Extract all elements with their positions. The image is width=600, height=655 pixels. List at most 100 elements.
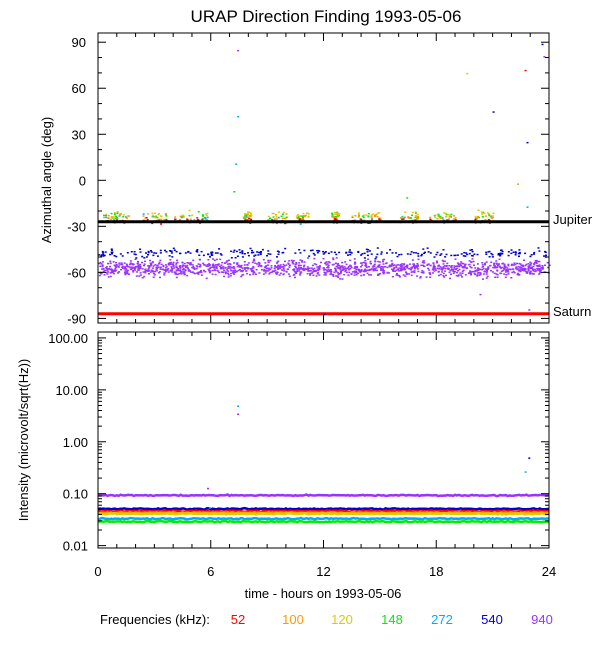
point-540: [514, 254, 517, 256]
point-940: [302, 265, 305, 267]
point-540: [491, 253, 494, 256]
point-940: [213, 259, 216, 261]
point-940: [437, 271, 440, 273]
point-540: [119, 253, 122, 255]
point-940: [447, 268, 450, 270]
point-940: [420, 271, 423, 274]
point-540: [260, 251, 262, 253]
point-100: [179, 215, 182, 218]
point-940: [242, 269, 244, 272]
point-940: [100, 272, 102, 275]
point-940: [105, 272, 108, 274]
point-940: [535, 259, 538, 262]
point-940: [109, 262, 112, 264]
point-272: [105, 214, 107, 217]
point-540: [501, 250, 504, 253]
point-940: [186, 264, 189, 267]
point-940: [258, 262, 261, 265]
point-940: [183, 271, 186, 273]
point-100: [285, 213, 288, 215]
point-940: [400, 269, 403, 272]
point-100: [376, 216, 379, 218]
point-940: [353, 272, 356, 274]
point-940: [295, 266, 297, 269]
point-540: [254, 254, 257, 256]
outlier-point-148: [406, 197, 409, 199]
point-940: [334, 268, 337, 270]
point-100: [110, 216, 113, 218]
point-940: [251, 267, 254, 270]
point-940: [361, 262, 364, 264]
point-940: [151, 261, 154, 263]
point-940: [298, 270, 301, 272]
point-940: [245, 267, 248, 269]
point-940: [243, 264, 246, 266]
outlier-point-148: [233, 191, 236, 193]
point-540: [440, 253, 443, 255]
point-940: [245, 270, 248, 272]
point-940: [121, 263, 124, 266]
point-940: [137, 264, 140, 266]
point-540: [427, 251, 430, 253]
point-940: [479, 272, 482, 274]
point-540: [445, 253, 448, 256]
point-940: [132, 269, 134, 272]
point-540: [170, 252, 173, 254]
point-940: [186, 274, 189, 277]
point-940: [450, 273, 452, 275]
point-940: [159, 266, 162, 268]
point-940: [179, 266, 182, 269]
point-940: [167, 271, 170, 273]
point-540: [251, 249, 253, 252]
point-120: [376, 212, 379, 215]
point-940: [114, 265, 117, 268]
point-940: [327, 268, 330, 271]
point-148: [280, 215, 283, 217]
point-272: [299, 223, 302, 225]
point-940: [353, 267, 356, 269]
point-940: [395, 269, 398, 271]
point-100: [247, 214, 249, 216]
point-940: [367, 258, 370, 260]
point-940: [413, 264, 415, 266]
point-940: [361, 264, 364, 266]
point-272: [370, 219, 373, 221]
point-940: [504, 276, 507, 279]
point-540: [200, 250, 203, 253]
point-940: [473, 272, 476, 275]
point-940: [521, 268, 524, 271]
point-940: [386, 266, 389, 269]
point-540: [464, 255, 467, 257]
point-540: [485, 253, 488, 255]
point-940: [282, 265, 285, 268]
point-940: [403, 269, 406, 271]
point-940: [456, 262, 459, 264]
point-940: [530, 262, 533, 265]
point-120: [158, 212, 160, 215]
point-120: [160, 215, 163, 218]
point-540: [518, 251, 521, 254]
point-940: [216, 264, 218, 266]
point-940: [207, 265, 209, 267]
point-940: [462, 267, 465, 269]
point-940: [118, 266, 121, 268]
point-120: [151, 212, 154, 215]
point-148: [245, 214, 248, 216]
point-940: [267, 267, 270, 270]
point-940: [295, 263, 298, 265]
point-120: [338, 213, 341, 215]
point-940: [164, 270, 167, 273]
point-940: [457, 263, 460, 265]
point-940: [309, 274, 312, 276]
point-540: [102, 255, 105, 257]
point-940: [254, 262, 257, 264]
point-940: [382, 268, 385, 270]
point-940: [246, 272, 249, 275]
point-100: [370, 215, 373, 217]
point-940: [350, 266, 353, 269]
point-540: [488, 250, 491, 253]
point-940: [291, 262, 294, 264]
point-940: [359, 271, 362, 273]
point-940: [296, 269, 299, 271]
point-940: [444, 267, 447, 270]
